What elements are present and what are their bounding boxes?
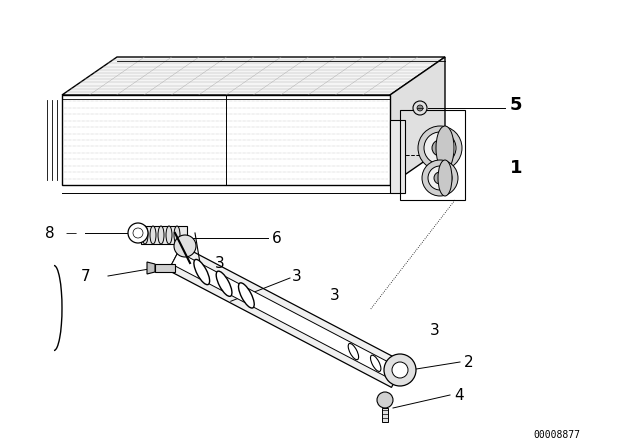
Ellipse shape <box>194 259 210 284</box>
Ellipse shape <box>239 283 254 308</box>
Polygon shape <box>172 252 401 381</box>
Circle shape <box>377 392 393 408</box>
Polygon shape <box>147 262 155 274</box>
Ellipse shape <box>150 226 156 244</box>
Ellipse shape <box>371 355 381 371</box>
Ellipse shape <box>142 226 148 244</box>
Text: 4: 4 <box>454 388 463 402</box>
Ellipse shape <box>348 344 358 360</box>
Circle shape <box>133 228 143 238</box>
Polygon shape <box>62 95 390 185</box>
Ellipse shape <box>216 271 232 297</box>
Ellipse shape <box>438 160 452 196</box>
Text: —: — <box>65 228 76 238</box>
Text: 00008877: 00008877 <box>533 430 580 440</box>
Text: 8: 8 <box>45 225 55 241</box>
Text: 2: 2 <box>464 354 474 370</box>
Circle shape <box>422 160 458 196</box>
Polygon shape <box>390 57 445 185</box>
Ellipse shape <box>158 226 164 244</box>
Circle shape <box>418 126 462 170</box>
Text: 1: 1 <box>510 159 522 177</box>
Polygon shape <box>155 264 175 272</box>
Circle shape <box>432 140 448 156</box>
Text: 3: 3 <box>292 268 301 284</box>
Circle shape <box>128 223 148 243</box>
Circle shape <box>413 101 427 115</box>
Circle shape <box>424 132 456 164</box>
Text: 3: 3 <box>330 288 340 302</box>
Text: 3: 3 <box>215 255 225 271</box>
Ellipse shape <box>174 235 196 257</box>
Text: 6: 6 <box>272 231 282 246</box>
Polygon shape <box>62 57 445 95</box>
Text: 7: 7 <box>81 268 90 284</box>
Circle shape <box>392 362 408 378</box>
Circle shape <box>428 166 452 190</box>
Circle shape <box>417 105 423 111</box>
Ellipse shape <box>166 226 172 244</box>
Polygon shape <box>141 226 187 244</box>
Ellipse shape <box>436 126 454 170</box>
Polygon shape <box>390 120 405 193</box>
Circle shape <box>384 354 416 386</box>
Polygon shape <box>168 246 404 388</box>
Circle shape <box>434 172 446 184</box>
Text: 5: 5 <box>510 96 522 114</box>
Polygon shape <box>382 408 388 422</box>
Text: 3: 3 <box>430 323 440 337</box>
Ellipse shape <box>174 226 180 244</box>
